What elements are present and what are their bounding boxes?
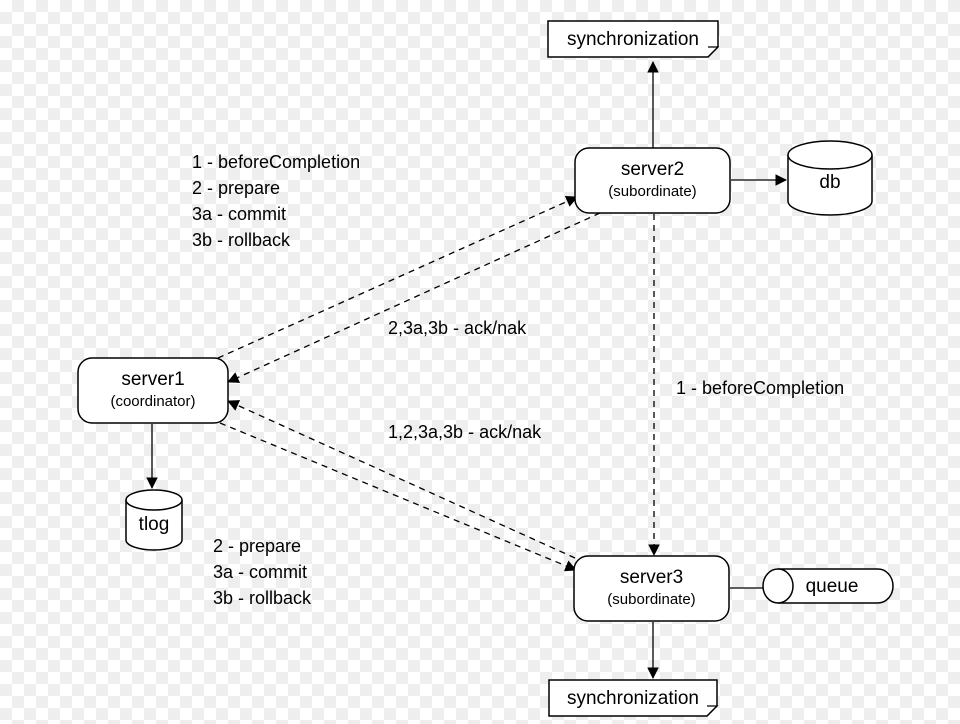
label-upper_left_block-line-1: 2 - prepare <box>192 178 280 198</box>
label-ack_top: 2,3a,3b - ack/nak <box>388 318 527 338</box>
sync_top-label: synchronization <box>567 29 699 50</box>
label-ack_top-line-0: 2,3a,3b - ack/nak <box>388 318 527 338</box>
server1-title: server1 <box>121 369 184 390</box>
label-ack_bottom-line-0: 1,2,3a,3b - ack/nak <box>388 422 542 442</box>
queue-label: queue <box>806 576 859 597</box>
sync_bottom-label: synchronization <box>567 688 699 709</box>
label-lower_left_block: 2 - prepare 3a - commit 3b - rollback <box>213 536 312 608</box>
sync_bottom-note: synchronization <box>549 680 717 716</box>
label-ack_bottom: 1,2,3a,3b - ack/nak <box>388 422 542 442</box>
label-lower_left_block-line-0: 2 - prepare <box>213 536 301 556</box>
label-upper_left_block-line-0: 1 - beforeCompletion <box>192 152 360 172</box>
server3-subtitle: (subordinate) <box>607 591 695 608</box>
server3-title: server3 <box>620 567 683 588</box>
label-lower_left_block-line-1: 3a - commit <box>213 562 307 582</box>
db-cylinder: db <box>788 141 872 215</box>
label-lower_left_block-line-2: 3b - rollback <box>213 588 312 608</box>
label-upper_left_block-line-2: 3a - commit <box>192 204 286 224</box>
server1-subtitle: (coordinator) <box>110 393 195 410</box>
server1-node: server1 (coordinator) <box>78 358 228 423</box>
sync_top-note: synchronization <box>548 21 718 57</box>
label-upper_left_block-line-3: 3b - rollback <box>192 230 291 250</box>
transaction-diagram: server1 (coordinator) server2 (subordinate)… <box>0 0 960 724</box>
label-upper_left_block: 1 - beforeCompletion 2 - prepare 3a - comm… <box>192 152 360 250</box>
server2-node: server2 (subordinate) <box>575 148 730 213</box>
server3-node: server3 (subordinate) <box>574 556 729 621</box>
server2-title: server2 <box>621 159 684 180</box>
db-label: db <box>819 172 840 193</box>
queue-cylinder: queue <box>763 569 893 603</box>
server2-subtitle: (subordinate) <box>608 183 696 200</box>
tlog-cylinder: tlog <box>126 490 182 550</box>
label-before_right-line-0: 1 - beforeCompletion <box>676 378 844 398</box>
tlog-label: tlog <box>139 514 170 535</box>
label-before_right: 1 - beforeCompletion <box>676 378 844 398</box>
